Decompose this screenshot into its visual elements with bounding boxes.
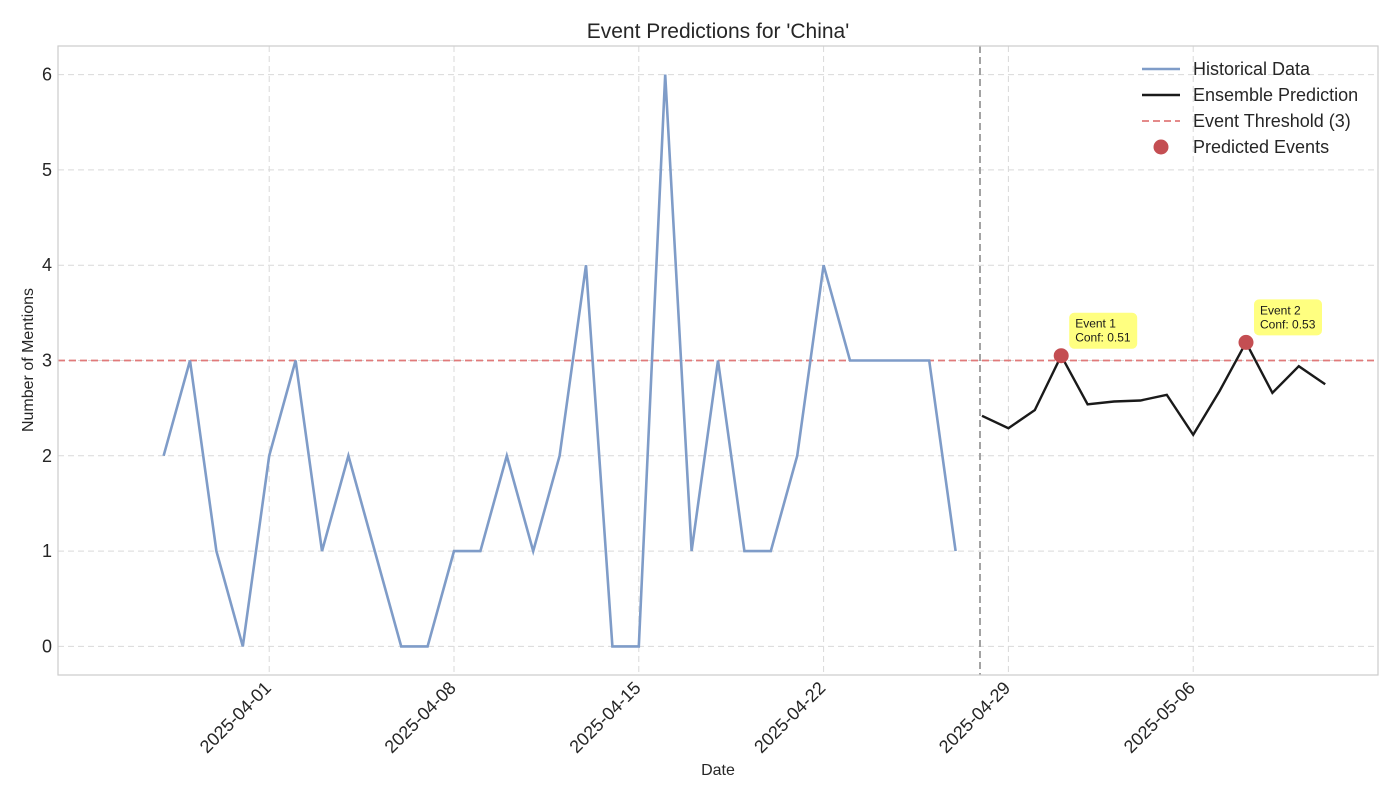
legend-threshold-label: Event Threshold (3) xyxy=(1193,111,1351,131)
series-layer xyxy=(162,74,1326,648)
y-tick-label: 2 xyxy=(42,446,52,466)
y-axis-label: Number of Mentions xyxy=(20,288,37,432)
legend-threshold: Event Threshold (3) xyxy=(1142,111,1351,131)
y-tick-label: 3 xyxy=(42,351,52,371)
legend-events-label: Predicted Events xyxy=(1193,137,1329,157)
chart-title: Event Predictions for 'China' xyxy=(587,20,849,43)
event-annotation-confidence: Conf: 0.53 xyxy=(1260,317,1316,331)
y-tick-label: 0 xyxy=(42,636,52,656)
x-axis-label: Date xyxy=(701,762,735,779)
historical-data-line xyxy=(162,74,957,648)
event-annotation-box xyxy=(1069,312,1138,349)
y-tick-label: 5 xyxy=(42,160,52,180)
legend-events-swatch xyxy=(1153,139,1169,155)
event-annotation-title: Event 1 xyxy=(1075,317,1116,331)
predicted-event-marker xyxy=(1238,334,1254,350)
legend-historical-label: Historical Data xyxy=(1193,59,1311,79)
y-tick-label: 1 xyxy=(42,541,52,561)
predicted-event-marker xyxy=(1053,348,1069,364)
legend-events: Predicted Events xyxy=(1153,137,1329,157)
y-tick-label: 6 xyxy=(42,65,52,85)
legend-ensemble-label: Ensemble Prediction xyxy=(1193,85,1358,105)
legend-historical: Historical Data xyxy=(1142,59,1311,79)
event-annotation-confidence: Conf: 0.51 xyxy=(1075,331,1131,345)
plot-frame xyxy=(57,45,1379,676)
event-annotation-box xyxy=(1254,299,1322,336)
y-tick-labels: 0 1 2 3 4 5 6 xyxy=(42,65,52,657)
ensemble-prediction-line xyxy=(981,339,1326,438)
legend: Historical Data Ensemble Prediction Event … xyxy=(1142,59,1358,157)
y-tick-label: 4 xyxy=(42,255,52,275)
legend-ensemble: Ensemble Prediction xyxy=(1142,85,1358,105)
event-annotation-title: Event 2 xyxy=(1260,303,1301,317)
